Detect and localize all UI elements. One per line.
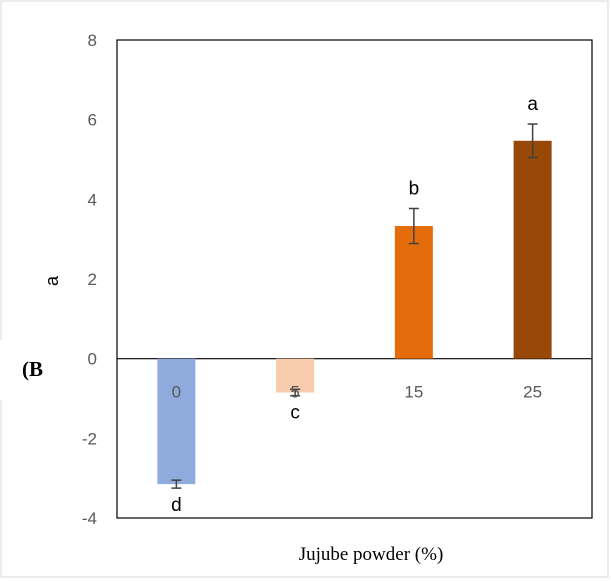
y-tick-label: 2 — [88, 270, 97, 289]
y-axis: 8 6 4 2 0 -2 -4 — [82, 31, 97, 528]
x-tick-label: 5 — [290, 383, 299, 402]
bar — [394, 226, 433, 359]
x-tick-label: 0 — [172, 383, 181, 402]
error-bar — [408, 207, 419, 245]
y-tick-label: 8 — [88, 31, 97, 50]
significance-letter: a — [527, 94, 538, 115]
bar — [513, 140, 552, 359]
y-tick-label: -4 — [82, 509, 97, 528]
panel-label: (B — [22, 357, 43, 381]
plot-area — [116, 39, 593, 519]
significance-letter: c — [290, 403, 300, 424]
error-bar — [171, 479, 182, 489]
bar — [276, 358, 315, 393]
x-tick-label: 25 — [523, 383, 542, 402]
x-tick-label: 15 — [404, 383, 423, 402]
bar — [157, 358, 196, 485]
error-bar — [527, 123, 538, 159]
significance-letter: b — [409, 178, 420, 199]
y-tick-label: 0 — [88, 350, 97, 369]
y-tick-label: 4 — [88, 190, 97, 209]
y-tick-label: -2 — [82, 429, 97, 448]
bar-series: 0 d 5c 15 b 25 a — [157, 94, 552, 516]
panel-label-box — [0, 340, 86, 400]
x-axis-title: Jujube powder (%) — [299, 544, 444, 565]
error-bar — [290, 388, 301, 397]
y-axis-title: a — [42, 275, 62, 286]
y-tick-label: 6 — [88, 111, 97, 130]
significance-letter: d — [171, 495, 182, 516]
